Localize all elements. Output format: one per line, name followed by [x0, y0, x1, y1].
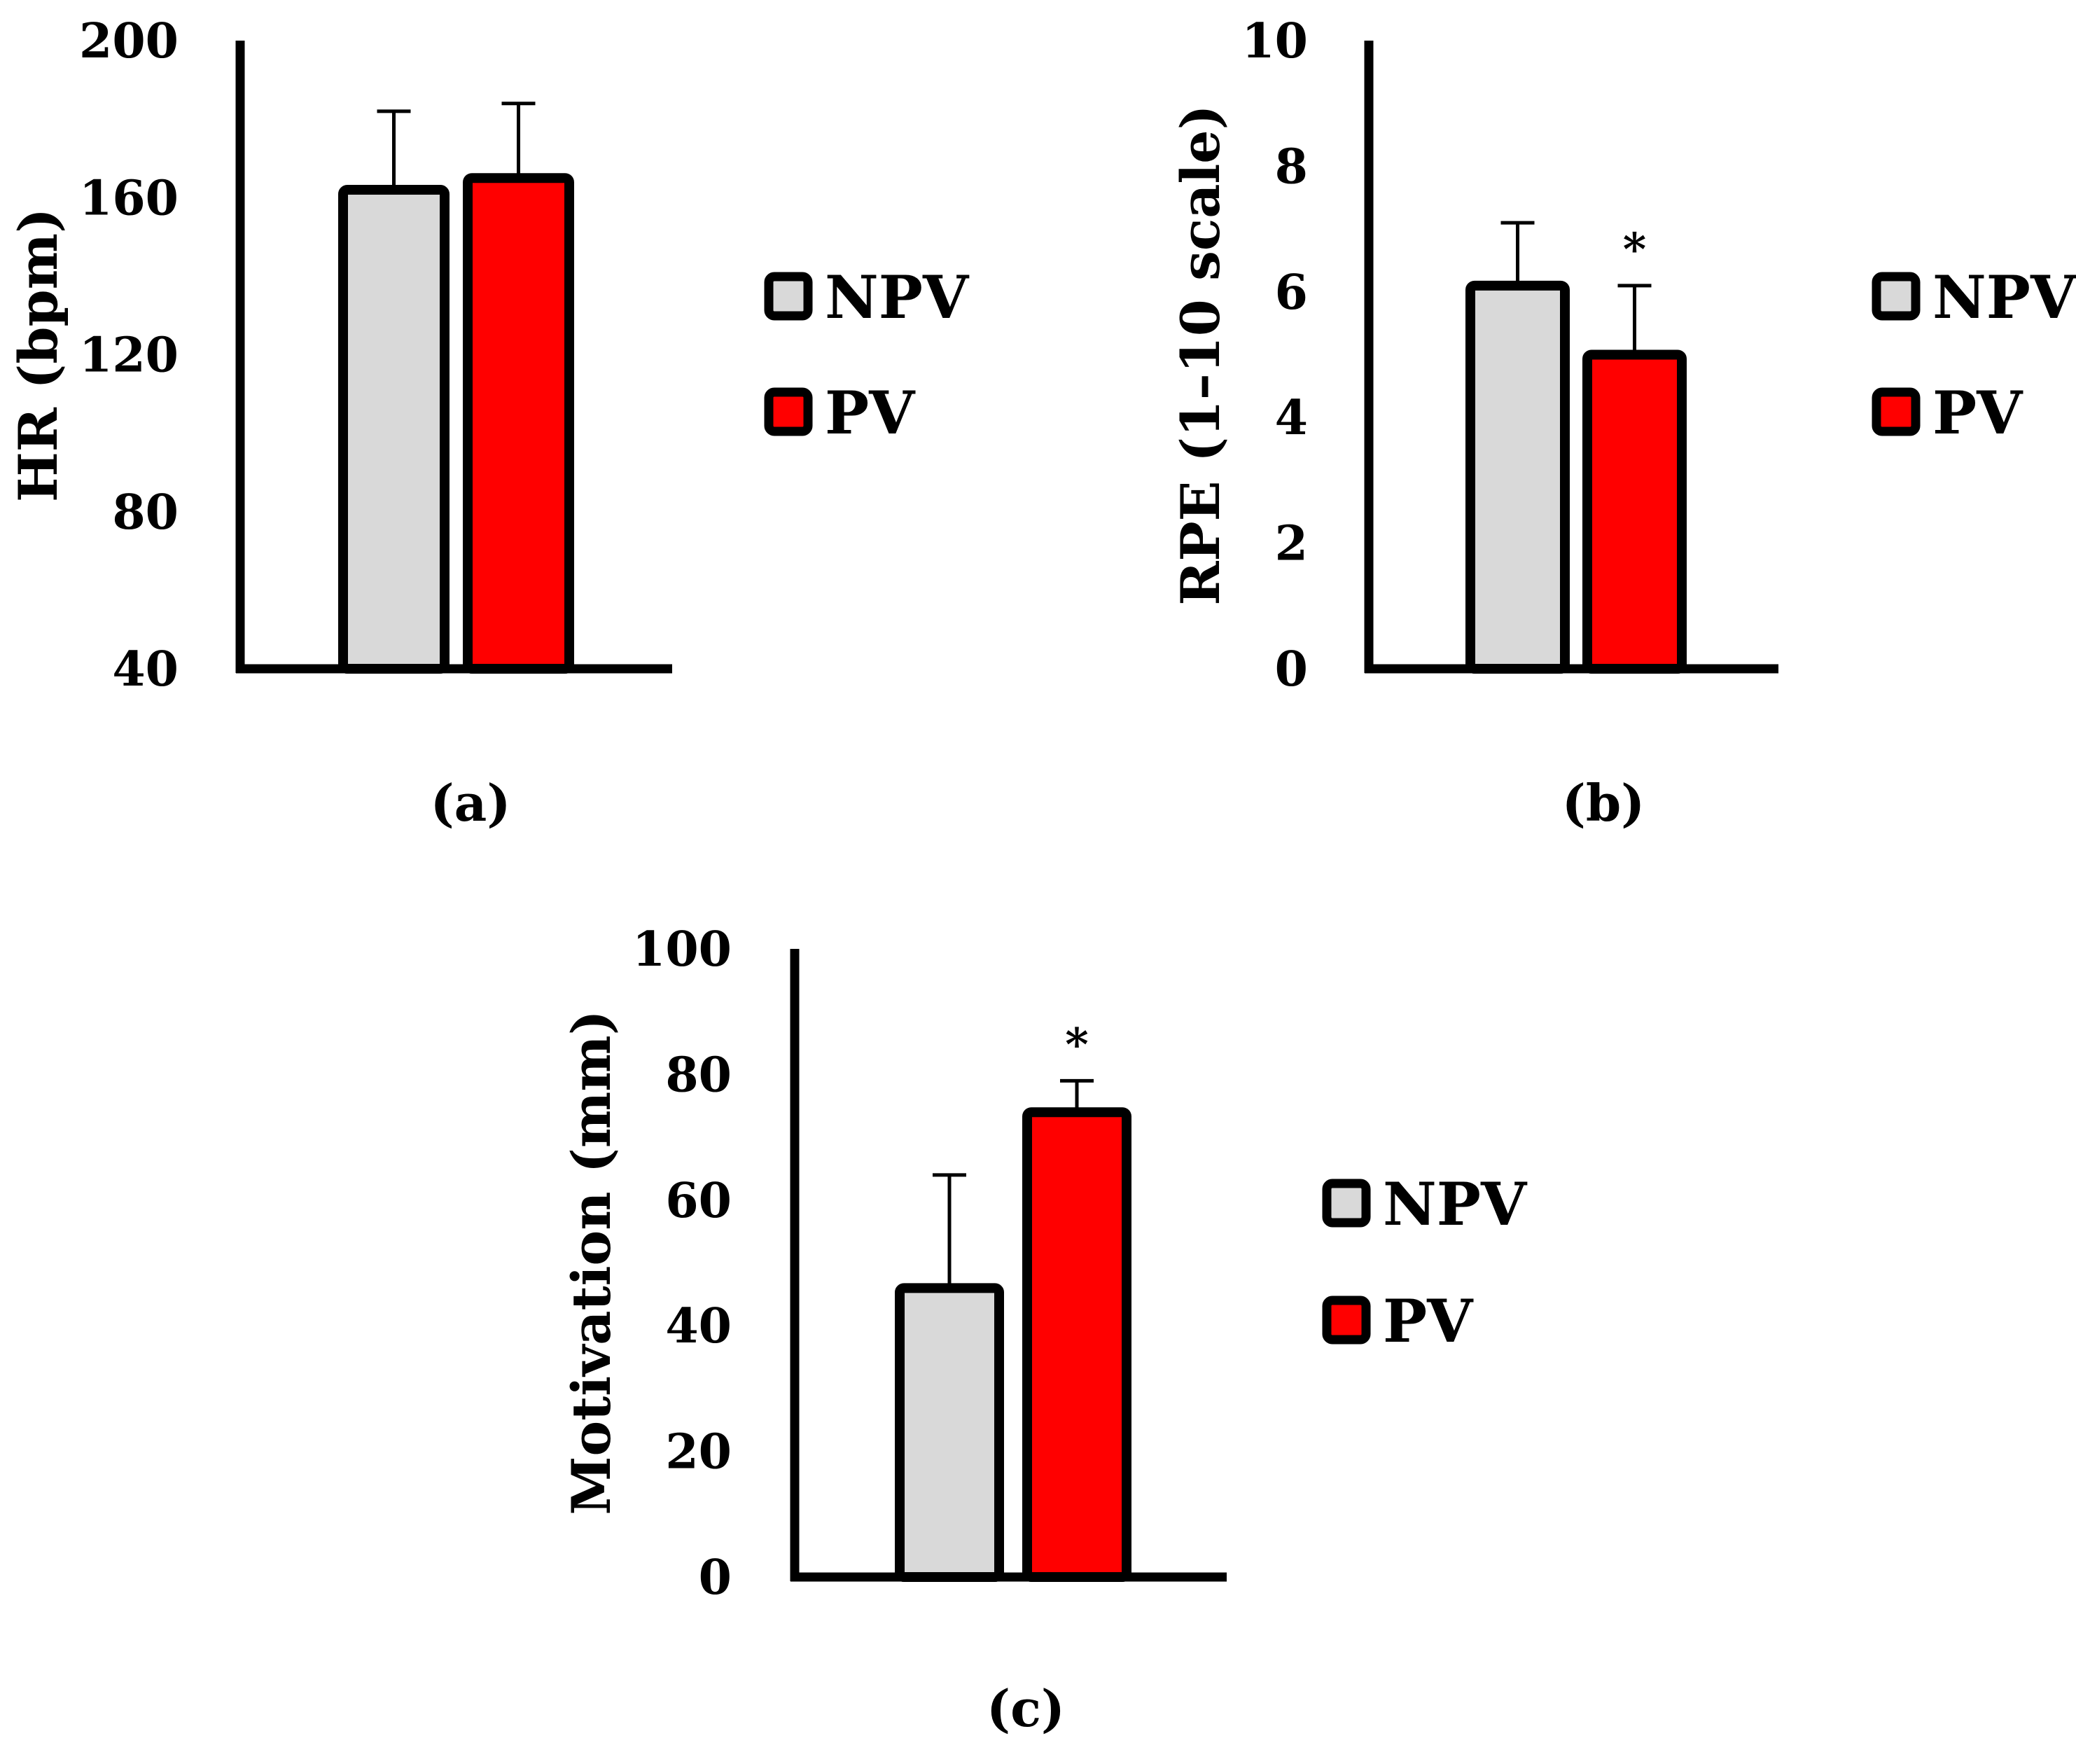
y-tick-label: 0 — [699, 1550, 732, 1606]
legend-label-pv: PV — [825, 378, 916, 447]
y-tick-label: 8 — [1275, 139, 1308, 195]
panel-label: (a) — [431, 773, 511, 833]
legend-swatch-pv — [1872, 387, 1921, 436]
significance-marker: * — [1623, 223, 1646, 276]
y-axis-label: Motivation (mm) — [560, 1010, 622, 1515]
y-tick-label: 6 — [1275, 265, 1308, 321]
legend-label-pv: PV — [1383, 1286, 1474, 1356]
y-tick-label: 40 — [665, 1298, 732, 1354]
legend-swatch-npv — [764, 272, 813, 321]
y-tick-label: 0 — [1275, 641, 1308, 697]
y-tick-label: 160 — [79, 170, 179, 226]
y-axis-label: HR (bpm) — [7, 208, 69, 502]
panel-label: (b) — [1562, 773, 1645, 833]
y-axis-label: RPE (1–10 scale) — [1169, 104, 1232, 605]
bar-npv — [1465, 280, 1570, 674]
y-tick-label: 60 — [665, 1173, 732, 1229]
panel-label: (c) — [987, 1679, 1065, 1738]
y-tick-label: 80 — [112, 485, 179, 541]
bar-pv — [463, 173, 574, 674]
y-tick-label: 40 — [112, 641, 179, 697]
legend-label-npv: NPV — [1383, 1169, 1528, 1239]
y-tick-label: 100 — [632, 922, 732, 978]
legend-swatch-pv — [764, 387, 813, 436]
legend-label-npv: NPV — [1932, 263, 2076, 332]
bar-pv — [1022, 1107, 1131, 1582]
y-tick-label: 10 — [1241, 13, 1308, 69]
bar-pv — [1582, 349, 1687, 674]
legend-label-pv: PV — [1932, 378, 2023, 447]
y-tick-label: 200 — [79, 13, 179, 69]
y-tick-label: 2 — [1275, 516, 1308, 572]
legend-swatch-npv — [1322, 1179, 1371, 1228]
y-tick-label: 120 — [79, 328, 179, 384]
significance-marker: * — [1065, 1018, 1088, 1071]
y-tick-label: 20 — [665, 1424, 732, 1480]
y-tick-label: 80 — [665, 1047, 732, 1103]
bar-npv — [338, 185, 450, 674]
legend-swatch-npv — [1872, 272, 1921, 321]
legend-swatch-pv — [1322, 1296, 1371, 1345]
y-tick-label: 4 — [1275, 390, 1308, 446]
bar-npv — [895, 1283, 1004, 1582]
legend-label-npv: NPV — [825, 263, 970, 332]
